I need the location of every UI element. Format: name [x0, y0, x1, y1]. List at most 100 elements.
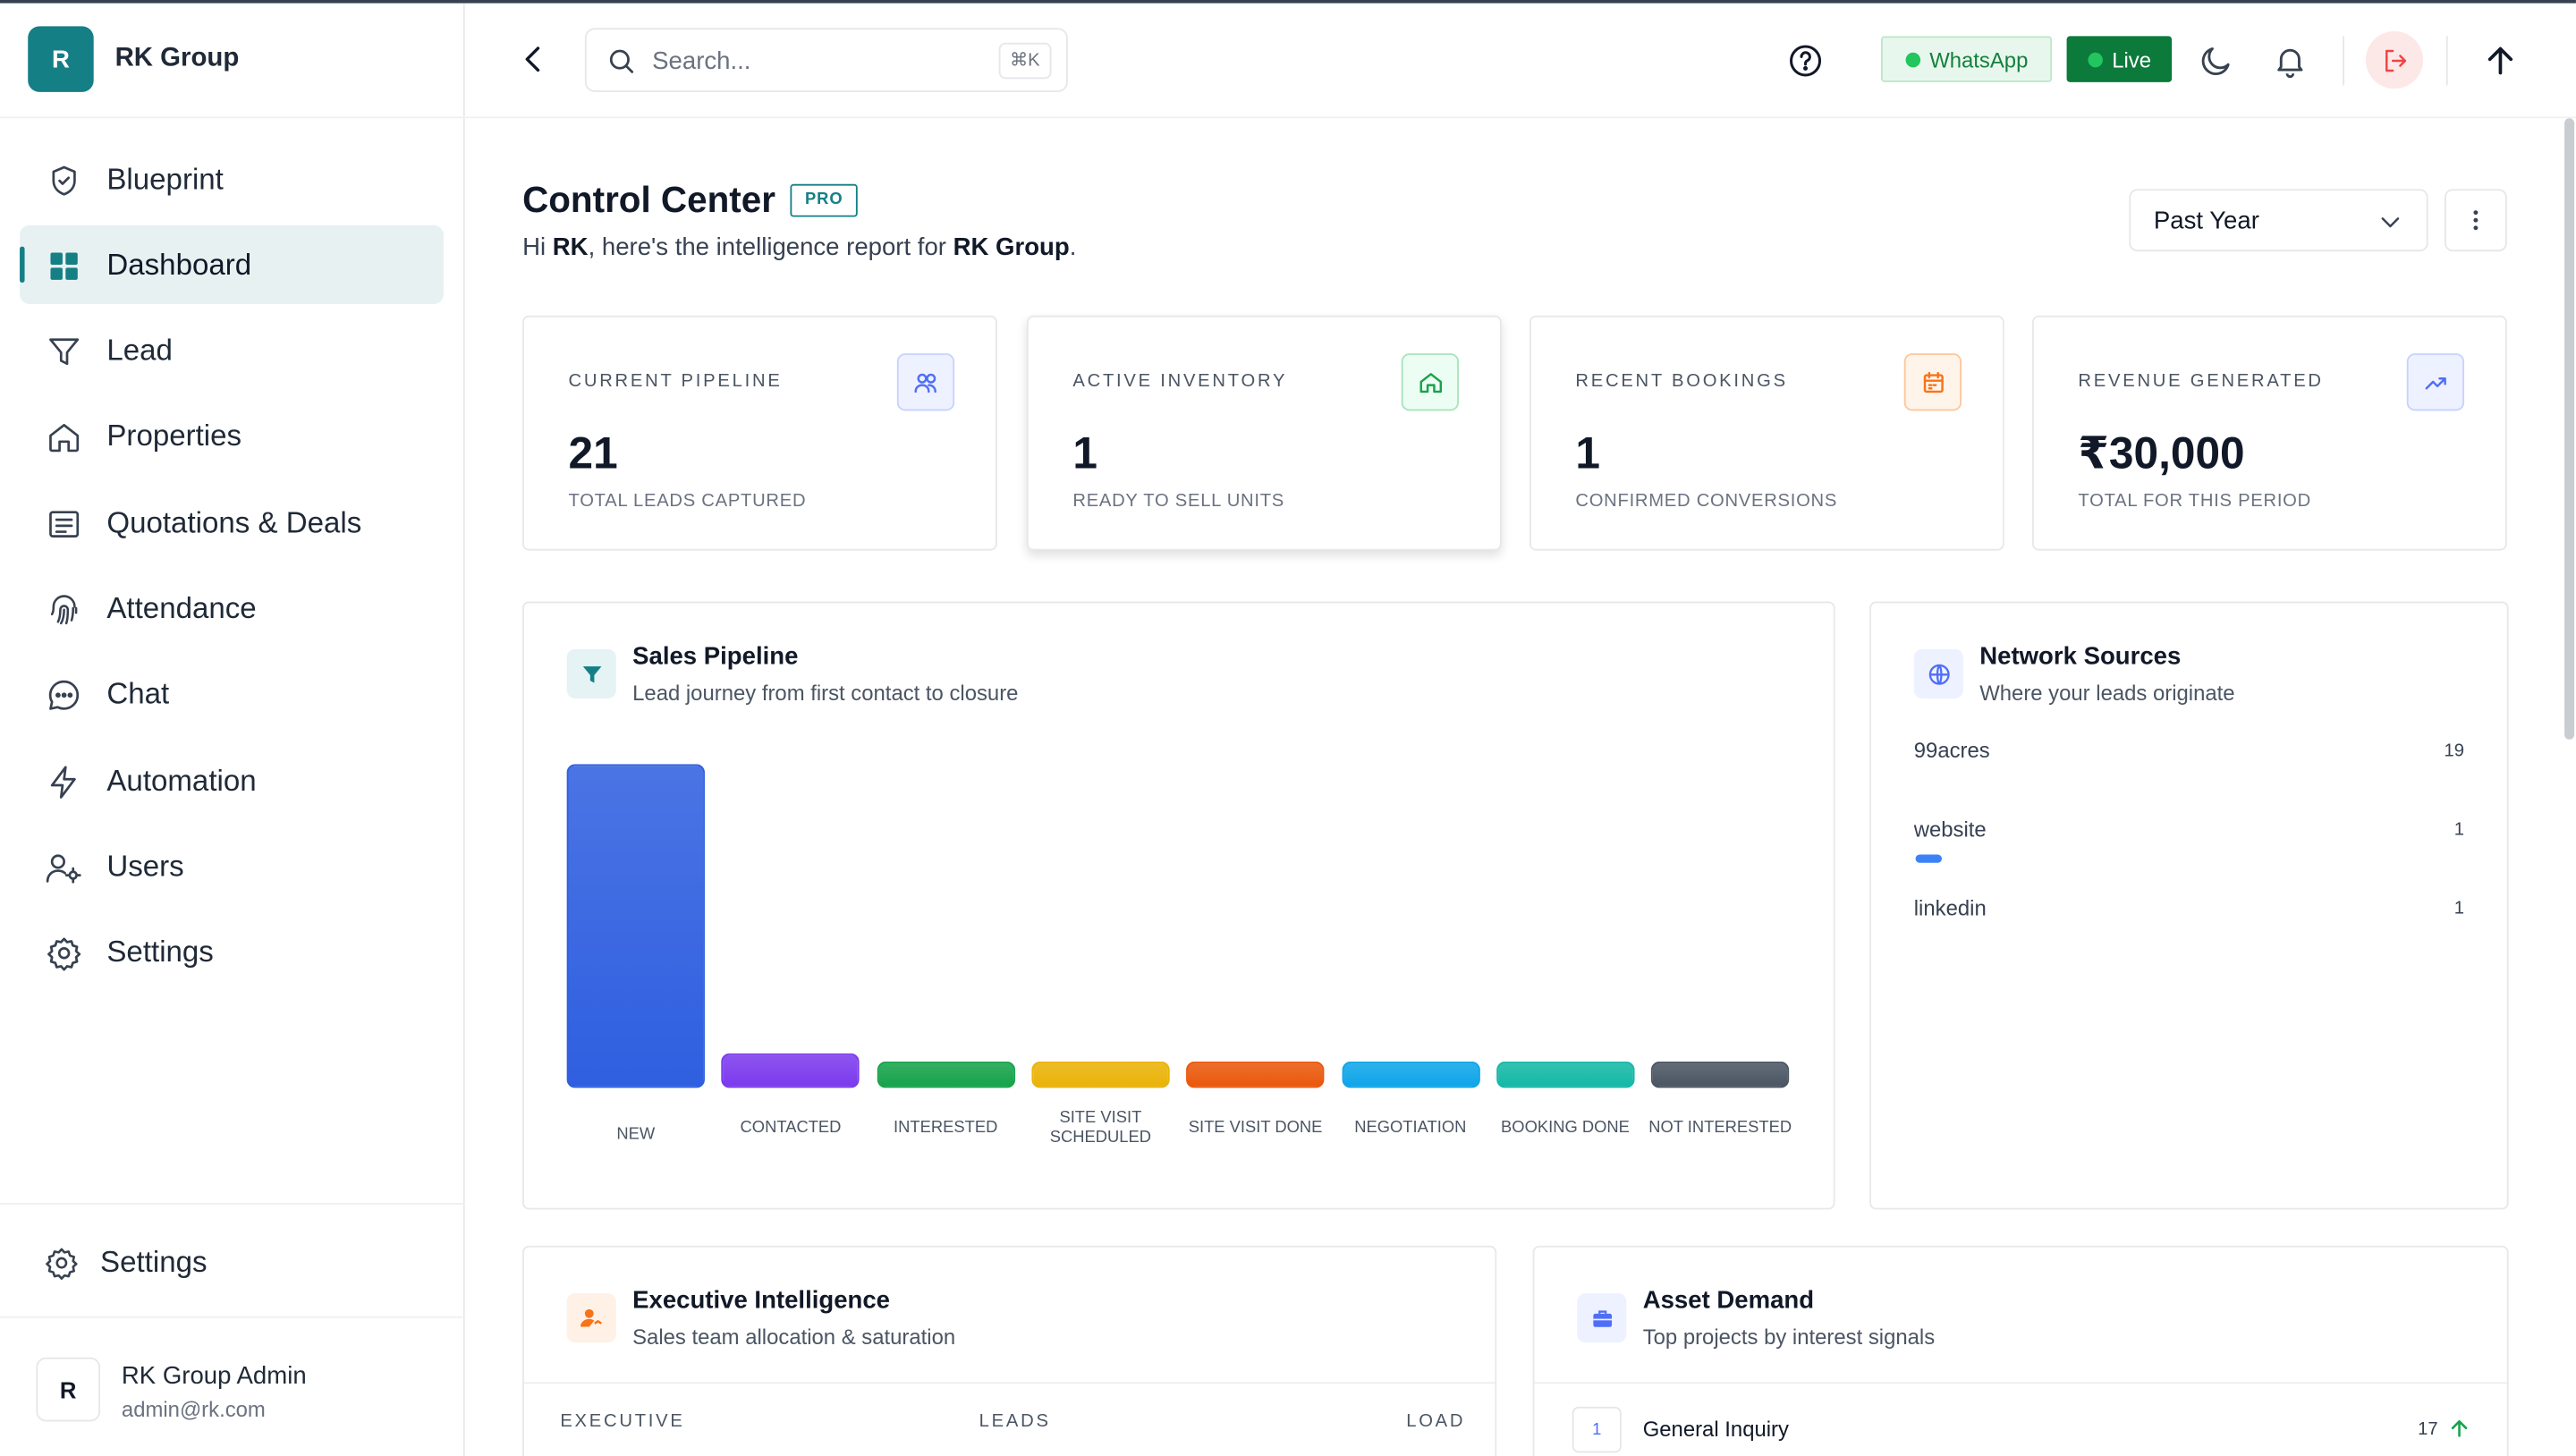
avatar: R [36, 1357, 101, 1422]
whatsapp-status-badge[interactable]: WhatsApp [1881, 36, 2053, 82]
card-title: Asset Demand [1642, 1286, 1815, 1315]
users-icon [896, 353, 955, 411]
stat-label: REVENUE GENERATED [2078, 371, 2324, 392]
live-status-badge[interactable]: Live [2066, 36, 2173, 82]
sidebar-item-label: Chat [106, 677, 170, 711]
stat-card-bookings[interactable]: RECENT BOOKINGS 1 CONFIRMED CONVERSIONS [1529, 315, 2004, 551]
sidebar-item-settings[interactable]: Settings [20, 913, 444, 992]
gear-icon [43, 933, 84, 974]
bar-interested[interactable] [877, 1062, 1015, 1088]
page-subtitle: Hi RK, here's the intelligence report fo… [522, 233, 1077, 262]
table-header-executive: EXECUTIVE [560, 1411, 685, 1432]
sidebar-item-label: Dashboard [106, 248, 252, 281]
search-icon [606, 46, 636, 83]
trending-up-icon [2406, 353, 2465, 411]
bar-site-visit-done[interactable] [1186, 1062, 1325, 1088]
sidebar-item-dashboard[interactable]: Dashboard [20, 225, 444, 305]
sidebar-nav: Blueprint Dashboard Lead Properties [20, 140, 444, 999]
stat-value: 21 [568, 428, 618, 478]
sidebar-item-label: Automation [106, 763, 257, 797]
funnel-icon [43, 331, 84, 372]
sidebar-item-automation[interactable]: Automation [20, 741, 444, 820]
sidebar-item-lead[interactable]: Lead [20, 311, 444, 390]
asset-demand-card: Asset Demand Top projects by interest si… [1532, 1245, 2509, 1456]
stat-card-inventory[interactable]: ACTIVE INVENTORY 1 READY TO SELL UNITS [1026, 315, 1502, 551]
bottom-settings-link[interactable]: Settings [0, 1203, 465, 1318]
logout-button[interactable] [2365, 30, 2424, 89]
sidebar-item-label: Attendance [106, 591, 257, 625]
gear-icon [41, 1242, 82, 1283]
sidebar-item-attendance[interactable]: Attendance [20, 570, 444, 648]
status-dot [1904, 51, 1920, 67]
source-name: linkedin [1913, 895, 1987, 920]
card-subtitle: Where your leads originate [1979, 680, 2235, 706]
sidebar-item-chat[interactable]: Chat [20, 656, 444, 734]
list-item[interactable]: 1 General Inquiry 17 [1534, 1405, 2506, 1456]
network-sources-card: Network Sources Where your leads origina… [1869, 601, 2509, 1210]
sidebar-item-label: Quotations & Deals [106, 505, 362, 539]
source-name: 99acres [1913, 738, 1990, 763]
briefcase-icon [1577, 1293, 1627, 1343]
stat-caption: CONFIRMED CONVERSIONS [1575, 491, 1838, 512]
rank-badge: 1 [1572, 1406, 1622, 1453]
sidebar-item-quotations-deals[interactable]: Quotations & Deals [20, 484, 444, 563]
shield-check-icon [43, 159, 84, 200]
project-name: General Inquiry [1642, 1416, 1789, 1442]
source-count: 1 [2453, 819, 2465, 840]
more-options-button[interactable] [2445, 189, 2507, 252]
bar-label: BOOKING DONE [1501, 1119, 1630, 1138]
user-email: admin@rk.com [121, 1396, 266, 1422]
stat-card-pipeline[interactable]: CURRENT PIPELINE 21 TOTAL LEADS CAPTURED [522, 315, 997, 551]
sidebar-item-properties[interactable]: Properties [20, 397, 444, 476]
search-bar[interactable]: Search... ⌘K [584, 28, 1068, 92]
sidebar-item-label: Users [106, 849, 184, 883]
sidebar-item-users[interactable]: Users [20, 827, 444, 906]
stat-label: RECENT BOOKINGS [1575, 371, 1788, 392]
back-arrow-icon[interactable] [518, 43, 551, 76]
moon-icon[interactable] [2199, 43, 2234, 88]
sidebar-item-blueprint[interactable]: Blueprint [20, 140, 444, 218]
home-icon [1401, 353, 1459, 411]
sidebar: R RK Group Blueprint Dashboard Lead [0, 3, 465, 1456]
top-header: Search... ⌘K WhatsApp Live [464, 3, 2576, 119]
bar-new[interactable] [566, 764, 705, 1088]
user-profile[interactable]: R RK Group Admin admin@rk.com [0, 1321, 465, 1456]
executive-intelligence-card: Executive Intelligence Sales team alloca… [522, 1245, 1497, 1456]
stat-value: ₹30,000 [2078, 428, 2245, 478]
scrollbar[interactable] [2564, 118, 2575, 740]
stat-caption: READY TO SELL UNITS [1072, 491, 1285, 512]
brand-header: R RK Group [0, 4, 465, 119]
stat-card-revenue[interactable]: REVENUE GENERATED ₹30,000 TOTAL FOR THIS… [2031, 315, 2507, 551]
bottom-settings-label: Settings [100, 1245, 208, 1279]
divider [1534, 1382, 2507, 1384]
period-select[interactable]: Past Year [2129, 189, 2428, 252]
sales-pipeline-card: Sales Pipeline Lead journey from first c… [522, 601, 1835, 1210]
main-content: Control Center PRO Hi RK, here's the int… [464, 118, 2576, 1456]
home-icon [43, 418, 84, 459]
source-bar [1915, 854, 1942, 863]
vertical-dots-icon [2473, 210, 2479, 231]
bar-contacted[interactable] [721, 1054, 860, 1088]
stat-caption: TOTAL FOR THIS PERIOD [2078, 491, 2311, 512]
fingerprint-icon [43, 589, 84, 631]
bell-icon[interactable] [2272, 43, 2308, 88]
bar-not-interested[interactable] [1651, 1062, 1790, 1088]
whatsapp-label: WhatsApp [1929, 47, 2029, 72]
bar-negotiation[interactable] [1341, 1062, 1479, 1088]
bar-label: NEW [616, 1125, 656, 1144]
search-input[interactable]: Search... [652, 47, 751, 76]
lightning-icon [43, 761, 84, 802]
bar-booking-done[interactable] [1496, 1062, 1635, 1088]
source-count: 1 [2453, 899, 2465, 919]
bar-site-visit-scheduled[interactable] [1031, 1062, 1170, 1088]
arrow-up-icon[interactable] [2482, 43, 2518, 88]
help-icon[interactable] [1787, 43, 1823, 88]
bar-label: NOT INTERESTED [1648, 1119, 1792, 1138]
card-title: Network Sources [1979, 642, 2182, 671]
stat-label: ACTIVE INVENTORY [1072, 371, 1288, 392]
brand-logo[interactable]: R [28, 26, 94, 92]
source-name: website [1913, 817, 1987, 842]
user-name: RK Group Admin [121, 1362, 307, 1391]
stat-value: 1 [1575, 428, 1601, 478]
card-title: Sales Pipeline [632, 642, 799, 671]
